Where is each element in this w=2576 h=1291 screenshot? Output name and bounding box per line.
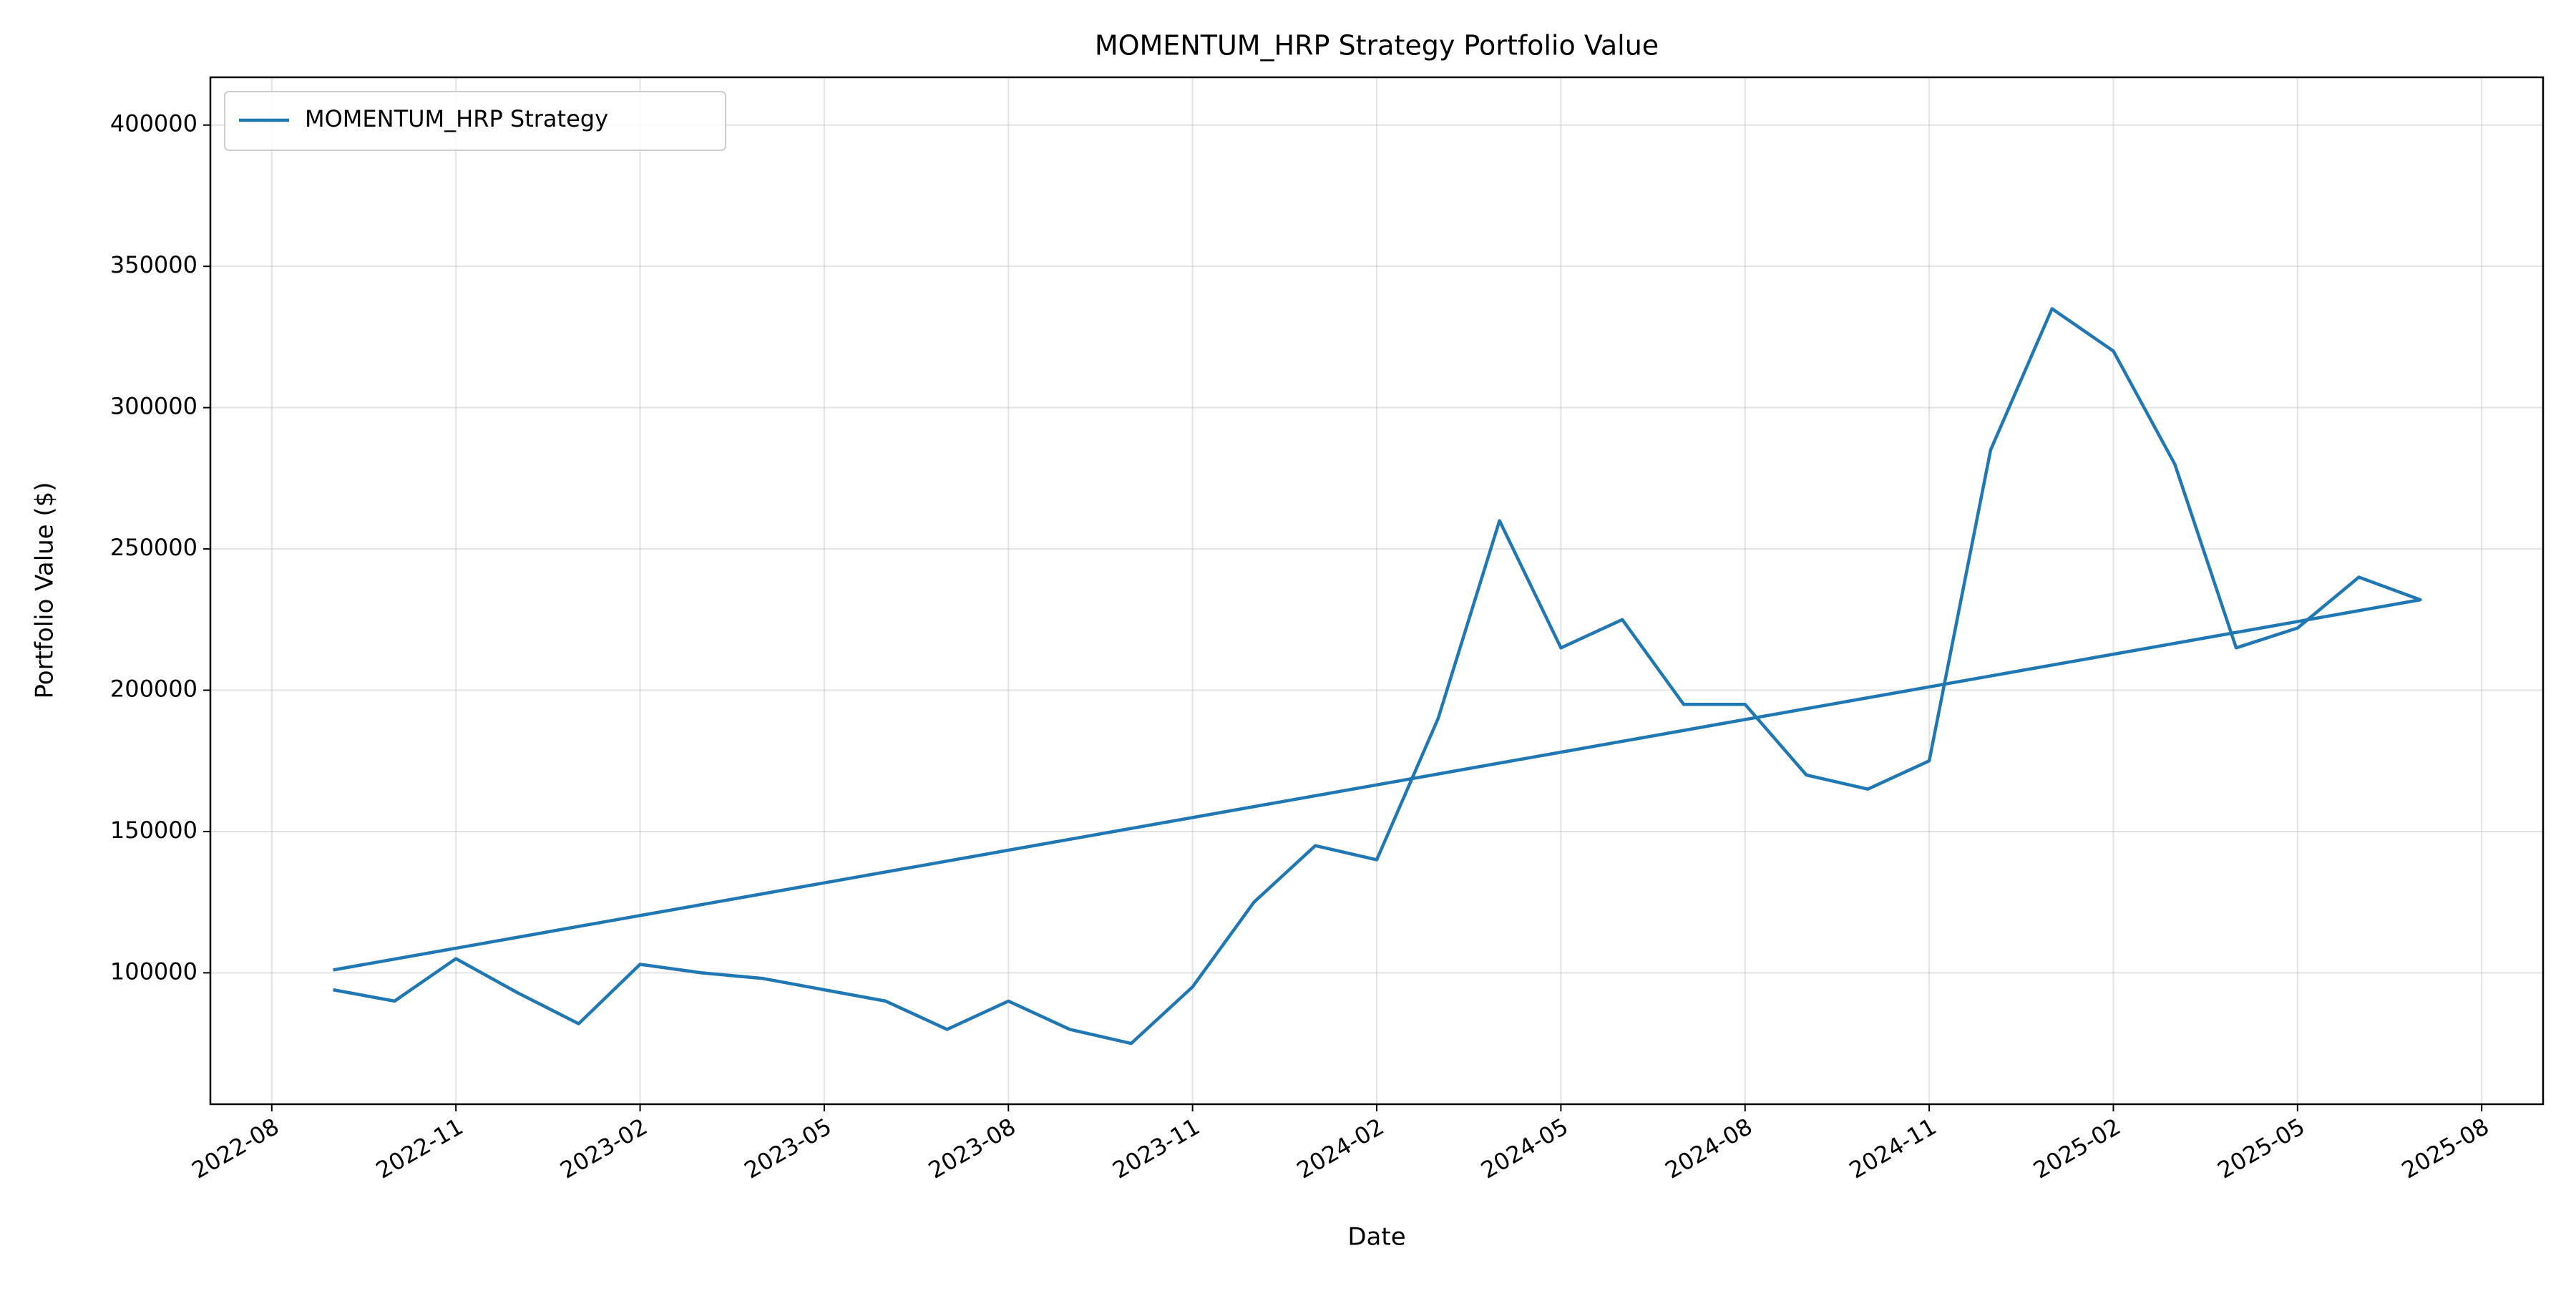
- x-tick-label: 2022-08: [187, 1113, 283, 1184]
- legend-box: [224, 91, 726, 151]
- x-tick-label: 2023-08: [924, 1113, 1020, 1184]
- y-tick-label: 200000: [110, 675, 197, 702]
- y-tick-label: 100000: [110, 958, 197, 985]
- x-tick-label: 2025-05: [2213, 1113, 2310, 1184]
- data-line: [333, 307, 2422, 1046]
- x-tick-label: 2025-02: [2029, 1113, 2125, 1184]
- x-tick-label: 2024-08: [1660, 1113, 1757, 1184]
- x-tick-label: 2024-05: [1476, 1113, 1573, 1184]
- plot-frame: [209, 76, 2545, 1106]
- x-tick-label: 2024-02: [1292, 1113, 1389, 1184]
- x-tick-label: 2024-11: [1845, 1113, 1941, 1184]
- y-tick-label: 400000: [110, 110, 197, 137]
- x-tick-label: 2023-02: [555, 1113, 652, 1184]
- y-tick-label: 350000: [110, 251, 197, 278]
- y-tick-label: 150000: [110, 817, 197, 844]
- x-tick-label: 2025-08: [2397, 1113, 2494, 1184]
- x-tick-label: 2022-11: [371, 1113, 468, 1184]
- x-tick-label: 2023-05: [740, 1113, 836, 1184]
- y-tick-label: 300000: [110, 393, 197, 420]
- x-axis-label: Date: [1347, 1223, 1405, 1252]
- chart-title: MOMENTUM_HRP Strategy Portfolio Value: [1095, 30, 1659, 62]
- x-tick-label: 2023-11: [1108, 1113, 1204, 1184]
- y-tick-label: 250000: [110, 534, 197, 561]
- y-axis-label: Portfolio Value ($): [31, 482, 59, 698]
- legend: MOMENTUM_HRP Strategy: [224, 91, 726, 151]
- legend-label: MOMENTUM_HRP Strategy: [305, 105, 608, 132]
